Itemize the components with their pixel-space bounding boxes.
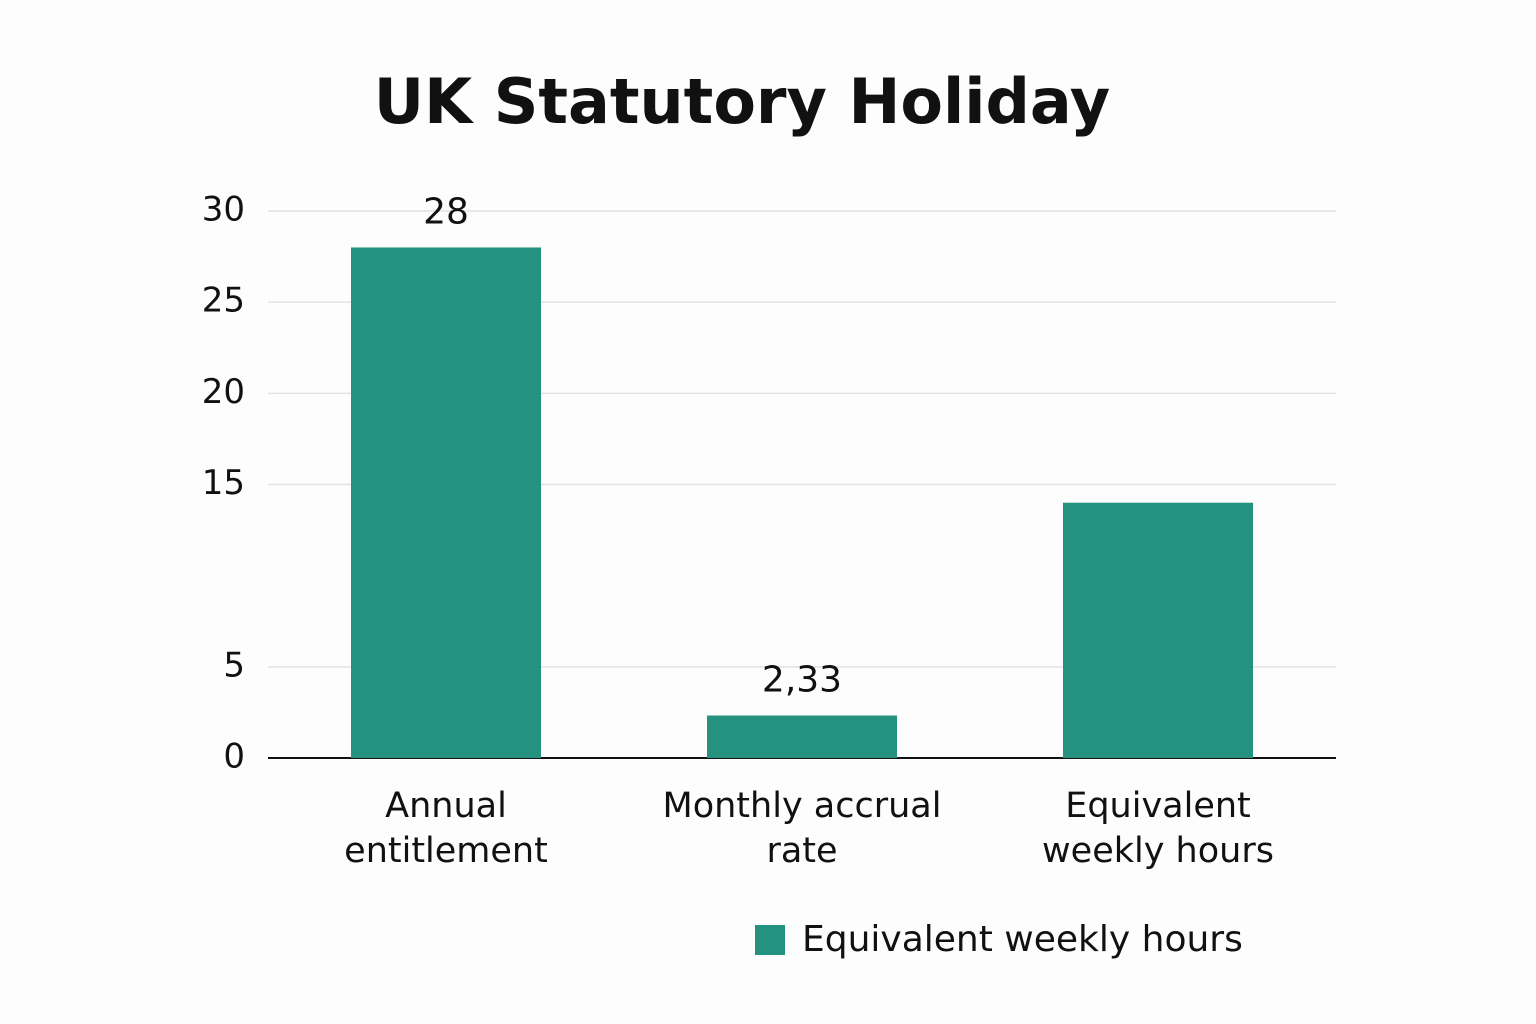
x-tick-label: Equivalent weekly hours [1042,786,1274,871]
legend-label: Equivalent weekly hours [802,919,1243,960]
bar [707,715,897,758]
bar [351,247,541,758]
y-tick-label: 5 [223,645,245,685]
value-label: 28 [423,191,469,232]
chart-title: UK Statutory Holiday [374,65,1110,138]
bar [1063,502,1253,758]
y-tick-label: 25 [202,281,245,321]
x-tick-label: Monthly accrual rate [662,786,942,871]
y-tick-label: 0 [223,737,245,777]
y-tick-label: 20 [202,372,245,412]
value-label: 2,33 [762,660,842,701]
y-tick-label: 30 [202,190,245,230]
legend-swatch [755,925,785,955]
x-tick-label: Annual entitlement [344,786,548,871]
y-tick-label: 15 [202,463,245,503]
